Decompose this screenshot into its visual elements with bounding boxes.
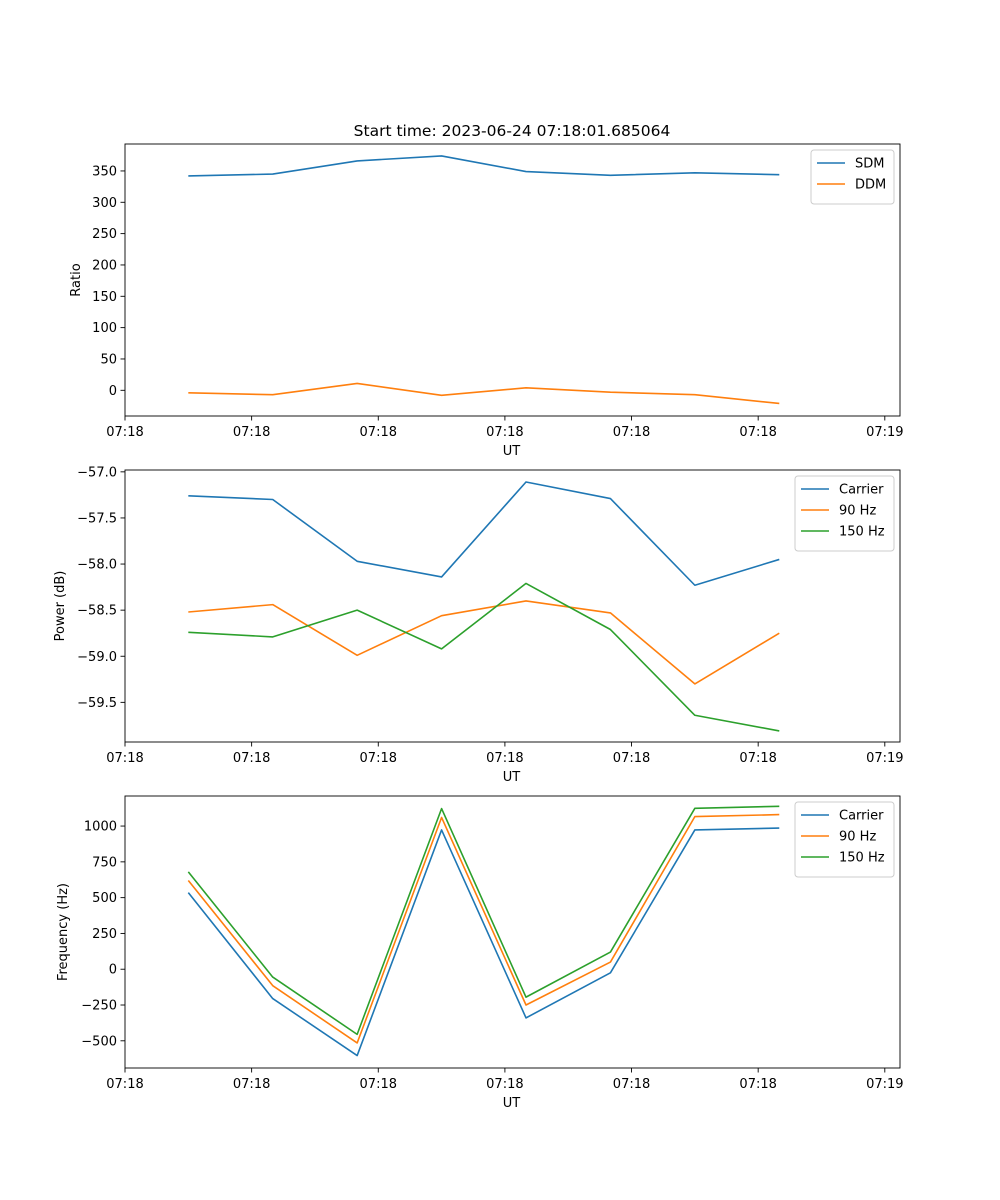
legend-entry: Carrier [839, 483, 884, 498]
legend: Carrier 90 Hz 150 Hz [794, 475, 895, 552]
x-tick-label: 07:18 [106, 1077, 143, 1092]
series-line-150-hz [188, 582, 780, 732]
legend-box [794, 475, 895, 552]
chart-panel-1: 07:18 07:18 07:18 07:18 07:18 07:18 07:19 0 50 10… [69, 143, 904, 459]
y-tick-label: 250 [92, 927, 117, 942]
x-tick-label: 07:18 [739, 751, 776, 766]
series-line-90-hz [187, 813, 780, 1044]
x-tick-label: 07:19 [866, 425, 903, 440]
y-tick-label: 50 [100, 352, 117, 367]
x-tick-label: 07:18 [233, 425, 270, 440]
series-line-150-hz [187, 805, 780, 1036]
x-tick-label: 07:18 [106, 425, 143, 440]
y-tick-label: 200 [92, 258, 117, 273]
x-axis-label: UT [503, 1096, 521, 1111]
y-tick-label: 750 [92, 855, 117, 870]
y-axis-label: Frequency (Hz) [56, 883, 71, 981]
x-tick-label: 07:18 [739, 1077, 776, 1092]
legend-entry: Carrier [839, 809, 884, 824]
y-axis-label: Power (dB) [53, 571, 68, 642]
x-tick-label: 07:18 [360, 425, 397, 440]
y-tick-label: −59.0 [77, 650, 117, 665]
legend-entry: 150 Hz [839, 851, 885, 866]
y-tick-label: −58.5 [77, 604, 117, 619]
legend-entry: 150 Hz [839, 525, 885, 540]
x-tick-label: 07:18 [106, 751, 143, 766]
x-tick-label: 07:18 [613, 751, 650, 766]
x-tick-label: 07:18 [486, 1077, 523, 1092]
y-tick-label: 500 [92, 891, 117, 906]
x-tick-label: 07:18 [486, 751, 523, 766]
y-tick-label: −57.5 [77, 511, 117, 526]
x-tick-label: 07:18 [233, 751, 270, 766]
x-axis-label: UT [503, 444, 521, 459]
legend-entry: DDM [855, 178, 886, 193]
legend: SDM DDM [810, 149, 895, 205]
y-tick-label: 150 [92, 290, 117, 305]
series-line-carrier [187, 827, 780, 1057]
legend-entry: 90 Hz [839, 504, 876, 519]
series-line-ddm [188, 382, 780, 405]
x-tick-label: 07:18 [360, 1077, 397, 1092]
x-tick-label: 07:19 [866, 1077, 903, 1092]
legend-entry: 90 Hz [839, 830, 876, 845]
figure-title: Start time: 2023-06-24 07:18:01.685064 [354, 122, 671, 140]
y-tick-label: 250 [92, 227, 117, 242]
y-tick-label: 100 [92, 321, 117, 336]
y-tick-label: −57.0 [77, 465, 117, 480]
y-tick-label: 350 [92, 164, 117, 179]
x-tick-label: 07:18 [486, 425, 523, 440]
x-tick-label: 07:19 [866, 751, 903, 766]
legend-entry: SDM [855, 157, 884, 172]
x-tick-label: 07:18 [613, 425, 650, 440]
chart-panels: 07:18 07:18 07:18 07:18 07:18 07:18 07:19 0 50 10… [53, 143, 904, 1111]
series-line-carrier [188, 481, 780, 587]
legend-box [794, 801, 895, 878]
y-tick-label: −500 [81, 1034, 117, 1049]
y-tick-label: 0 [109, 963, 117, 978]
y-tick-label: −58.0 [77, 558, 117, 573]
chart-panel-2: 07:18 07:18 07:18 07:18 07:18 07:18 07:19 −59.5… [53, 465, 904, 785]
y-tick-label: −59.5 [77, 696, 117, 711]
axes-frame [124, 143, 901, 417]
x-tick-label: 07:18 [360, 751, 397, 766]
y-tick-label: −250 [81, 999, 117, 1014]
axes-frame [124, 469, 901, 743]
y-tick-label: 1000 [84, 820, 117, 835]
y-tick-label: 0 [109, 384, 117, 399]
y-axis-label: Ratio [69, 263, 84, 296]
axes-frame [124, 795, 901, 1069]
x-tick-label: 07:18 [739, 425, 776, 440]
x-axis-label: UT [503, 770, 521, 785]
chart-panel-3: 07:18 07:18 07:18 07:18 07:18 07:18 07:19 −500 −… [56, 795, 904, 1111]
legend: Carrier 90 Hz 150 Hz [794, 801, 895, 878]
y-tick-label: 300 [92, 196, 117, 211]
series-line-90-hz [188, 600, 780, 685]
series-line-sdm [188, 155, 780, 177]
x-tick-label: 07:18 [613, 1077, 650, 1092]
x-tick-label: 07:18 [233, 1077, 270, 1092]
